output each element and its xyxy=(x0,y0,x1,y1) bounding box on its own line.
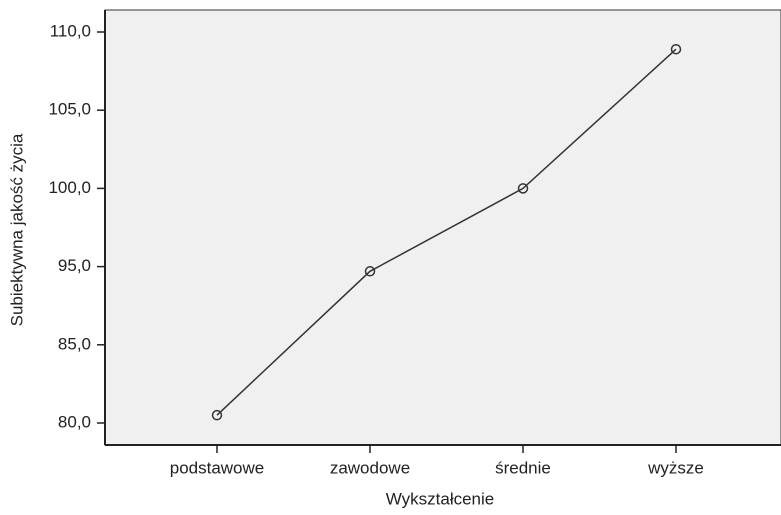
point xyxy=(364,266,376,277)
plot-area xyxy=(104,9,781,446)
x-axis-label: Wykształcenie xyxy=(386,489,495,508)
point xyxy=(211,409,223,421)
x-tick-label: zawodowe xyxy=(330,458,410,477)
y-tick-label: 105,0 xyxy=(48,100,91,119)
x-tick-label: średnie xyxy=(495,458,551,477)
line xyxy=(216,48,677,416)
y-tick-label: 95,0 xyxy=(58,256,91,275)
y-tick-label: 100,0 xyxy=(48,178,91,197)
point xyxy=(517,183,529,194)
y-tick-label: 80,0 xyxy=(58,412,91,431)
x-tick-label: podstawowe xyxy=(170,458,265,477)
point xyxy=(670,43,682,55)
y-axis-label: Subiektywna jakość życia xyxy=(7,133,26,326)
x-tick-label: wyższe xyxy=(647,458,704,477)
y-tick-label: 110,0 xyxy=(50,21,91,40)
y-tick-label: 85,0 xyxy=(58,334,91,353)
